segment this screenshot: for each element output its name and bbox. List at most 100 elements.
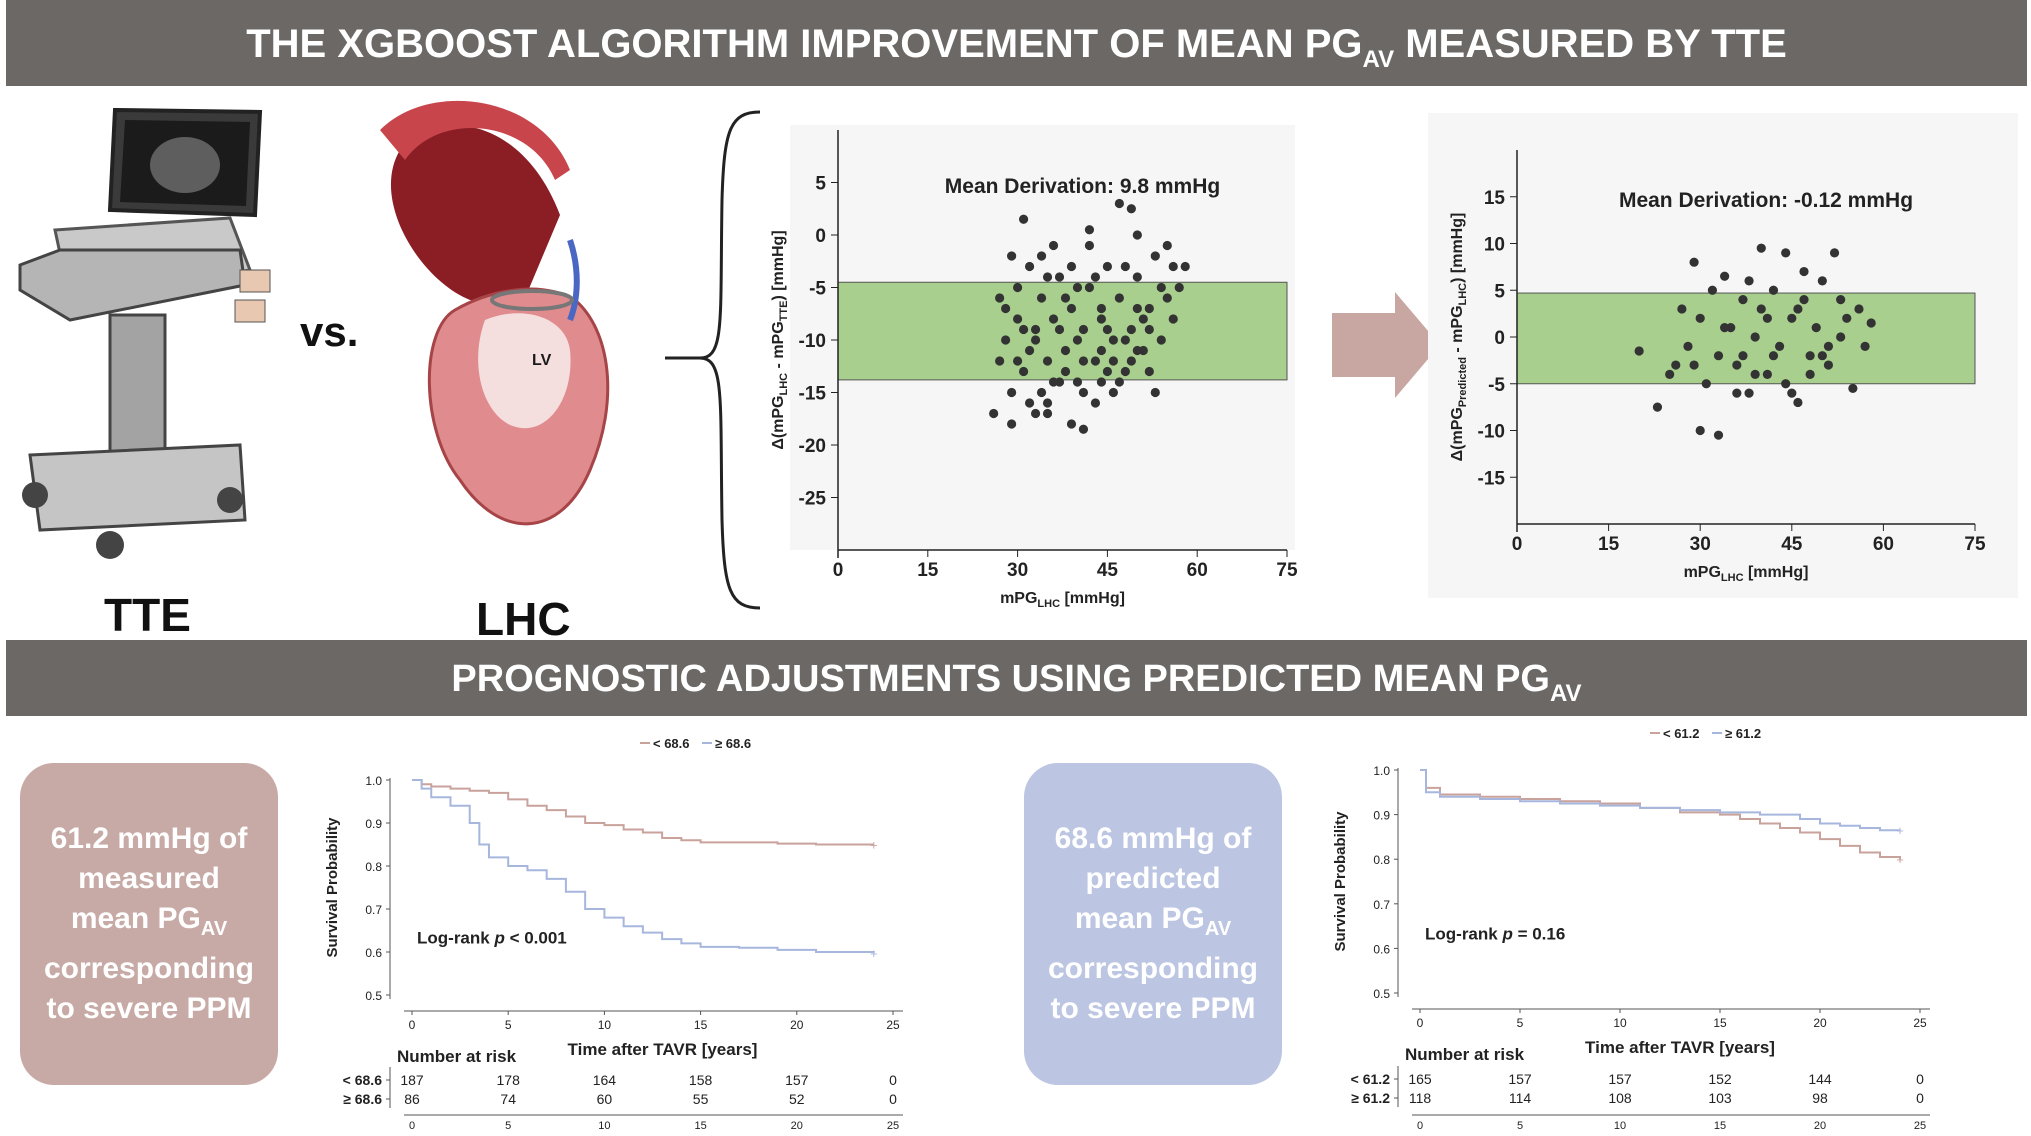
data-point	[1162, 240, 1172, 251]
x-axis-label: Time after TAVR [years]	[568, 1040, 758, 1059]
data-point	[1799, 295, 1809, 305]
risk-x-tick-label: 10	[598, 1120, 610, 1132]
risk-row-label: ≥ 68.6	[343, 1091, 382, 1107]
legend: < 68.6 ≥ 68.6	[640, 736, 751, 751]
x-axis-label: mPGLHC [mmHg]	[1000, 590, 1125, 610]
data-point	[1695, 425, 1705, 436]
data-point	[1036, 387, 1047, 398]
data-point	[1102, 366, 1112, 377]
y-tick-label: 0.7	[1373, 898, 1390, 912]
data-point	[1132, 272, 1142, 282]
data-point	[1060, 293, 1071, 303]
data-point	[1180, 261, 1190, 272]
data-point	[1738, 295, 1748, 305]
data-point	[1168, 314, 1178, 324]
top-banner-suffix: MEASURED BY TTE	[1394, 22, 1787, 66]
data-point	[1042, 398, 1053, 408]
y-tick-label: -5	[1488, 375, 1505, 396]
x-axis-label-part: LHC	[1037, 598, 1060, 610]
legend: < 61.2 ≥ 61.2	[1650, 726, 1761, 741]
risk-value: 86	[404, 1091, 420, 1107]
risk-value: 157	[785, 1072, 809, 1088]
data-point	[1042, 408, 1053, 419]
data-point	[1168, 261, 1178, 272]
top-banner: THE XGBOOST ALGORITHM IMPROVEMENT OF MEA…	[6, 0, 2027, 86]
mean-derivation-label: Mean Derivation: -0.12 mmHg	[1619, 189, 1913, 212]
censor-mark: +	[1896, 852, 1904, 867]
risk-row-label: ≥ 61.2	[1351, 1090, 1390, 1106]
data-point	[1114, 198, 1124, 209]
x-tick-label: 25	[886, 1018, 900, 1032]
data-point	[1744, 276, 1754, 286]
data-point	[1090, 272, 1101, 282]
data-point	[1762, 313, 1772, 323]
data-point	[1013, 356, 1023, 366]
risk-value: 108	[1608, 1090, 1632, 1106]
risk-row-label: < 61.2	[1351, 1071, 1391, 1087]
data-point	[1805, 351, 1815, 361]
y-tick-label: 0.8	[1373, 853, 1390, 867]
card-line-pg: mean PGAV	[1034, 899, 1272, 949]
data-point	[1072, 282, 1083, 293]
data-point	[1713, 430, 1724, 440]
data-point	[1787, 388, 1797, 398]
data-point	[1114, 377, 1124, 387]
risk-x-tick-label: 0	[409, 1120, 415, 1132]
card-line: to severe PPM	[46, 992, 252, 1025]
y-tick-label: 0.6	[365, 946, 382, 960]
y-tick-label: 0.9	[1373, 809, 1390, 823]
x-tick-label: 10	[1613, 1016, 1627, 1030]
y-tick-label: 0.9	[365, 817, 382, 831]
risk-value: 0	[889, 1072, 897, 1088]
data-point	[1054, 272, 1065, 282]
data-point	[1732, 360, 1742, 370]
x-tick-label: 75	[1276, 560, 1298, 581]
y-tick-label: 0.5	[1373, 987, 1390, 1001]
data-point	[1750, 369, 1760, 379]
legend-label: < 68.6	[653, 736, 690, 751]
x-tick-label: 5	[1517, 1016, 1524, 1030]
y-tick-label: -20	[799, 436, 826, 457]
data-point	[1817, 276, 1827, 286]
data-point	[1108, 335, 1118, 345]
x-axis-label-part: mPG	[1684, 564, 1721, 581]
censor-mark: +	[1896, 823, 1904, 838]
data-point	[1144, 303, 1154, 314]
data-point	[1162, 293, 1172, 303]
data-point	[1156, 282, 1166, 293]
risk-row-label: < 68.6	[343, 1072, 383, 1088]
data-point	[1007, 387, 1017, 398]
risk-x-tick-label: 25	[1914, 1120, 1926, 1132]
y-tick-label: -10	[799, 331, 826, 352]
y-tick-label: 0	[1494, 328, 1505, 349]
y-axis-label: Δ(mPGPredicted - mPGLHC) [mmHg]	[1449, 213, 1469, 462]
x-tick-label: 0	[409, 1018, 416, 1032]
data-point	[1078, 387, 1089, 398]
card-line: to severe PPM	[1050, 992, 1256, 1025]
data-point	[1060, 345, 1071, 356]
data-point	[1066, 419, 1077, 429]
data-point	[1018, 366, 1029, 377]
data-point	[1018, 324, 1029, 335]
card-pg-text: mean PG	[1074, 902, 1205, 935]
card-line: measured	[78, 862, 220, 895]
card-line: 68.6 mmHg of	[1054, 822, 1252, 855]
risk-value: 114	[1509, 1090, 1532, 1106]
mean-derivation-label: Mean Derivation: 9.8 mmHg	[945, 175, 1220, 198]
data-point	[1024, 261, 1035, 272]
risk-value: 144	[1808, 1071, 1832, 1087]
data-point	[1114, 293, 1124, 303]
mid-banner-text: PROGNOSTIC ADJUSTMENTS USING PREDICTED M…	[451, 658, 1550, 700]
data-point	[1007, 419, 1017, 429]
data-point	[1001, 303, 1011, 314]
x-axis-label: Time after TAVR [years]	[1585, 1038, 1775, 1057]
risk-value: 60	[597, 1091, 613, 1107]
censor-mark: +	[870, 946, 878, 961]
km-chart-1: 0.5 0.6 0.7 0.8 0.9 1.0 0 5 10 15 20 25 + + < 68.6 ≥ 68…	[324, 736, 903, 1132]
x-tick-label: 60	[1187, 560, 1208, 581]
data-point	[1732, 388, 1742, 398]
data-point	[1150, 387, 1160, 398]
km-chart-2: 0.50.60.70.80.91.00 5 10 15 20 25++< 61.2 ≥ 61…	[1332, 726, 1930, 1132]
data-point	[1860, 341, 1870, 351]
risk-x-tick-label: 20	[1814, 1120, 1826, 1132]
